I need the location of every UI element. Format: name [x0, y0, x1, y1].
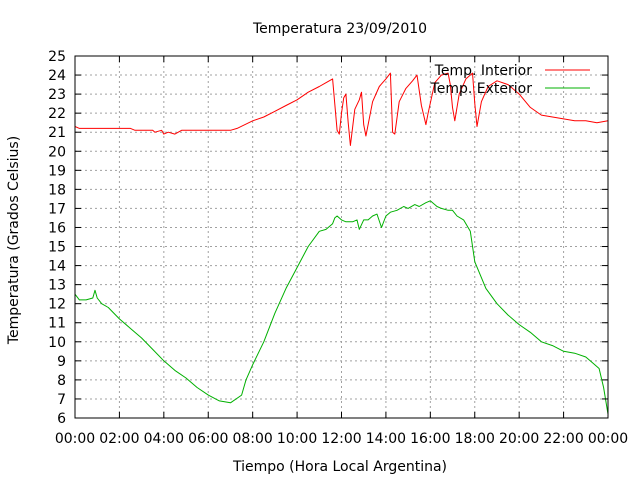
series-lines	[74, 72, 609, 415]
y-tick-label: 20	[48, 144, 66, 160]
y-tick-label: 10	[48, 335, 66, 351]
x-tick-label: 20:00	[499, 431, 539, 447]
y-tick-label: 22	[48, 106, 66, 122]
axis-ticks: 6 7 8 9 10 11 12 13 14 15 16 17 18 19 20 21 22 23 24 25 00:0…	[48, 49, 628, 447]
series-line-interior	[74, 72, 609, 146]
y-tick-label: 12	[48, 297, 66, 313]
legend-label-exterior: Temp. Exterior	[430, 81, 533, 97]
y-tick-label: 14	[48, 259, 66, 275]
y-tick-label: 11	[48, 316, 66, 332]
y-tick-label: 25	[48, 49, 66, 65]
y-tick-label: 9	[57, 354, 66, 370]
x-tick-label: 06:00	[188, 431, 228, 447]
x-tick-label: 12:00	[321, 431, 361, 447]
legend-label-interior: Temp. Interior	[434, 63, 533, 79]
series-line-exterior	[74, 200, 609, 415]
x-tick-label: 22:00	[543, 431, 583, 447]
y-tick-label: 7	[57, 392, 66, 408]
x-tick-label: 00:00	[588, 431, 628, 447]
x-tick-label: 10:00	[277, 431, 317, 447]
x-tick-label: 00:00	[55, 431, 95, 447]
x-tick-label: 18:00	[455, 431, 495, 447]
y-tick-label: 13	[48, 278, 66, 294]
x-tick-label: 02:00	[99, 431, 139, 447]
y-tick-label: 23	[48, 87, 66, 103]
y-tick-label: 19	[48, 163, 66, 179]
x-tick-label: 16:00	[410, 431, 450, 447]
y-tick-label: 16	[48, 220, 66, 236]
x-tick-label: 14:00	[366, 431, 406, 447]
y-tick-label: 18	[48, 182, 66, 198]
legend: Temp. Interior Temp. Exterior	[430, 63, 590, 97]
y-tick-label: 15	[48, 240, 66, 256]
y-tick-label: 6	[57, 411, 66, 427]
chart-title: Temperatura 23/09/2010	[252, 21, 427, 37]
x-tick-label: 04:00	[144, 431, 184, 447]
x-axis-label: Tiempo (Hora Local Argentina)	[232, 459, 447, 475]
y-tick-label: 24	[48, 68, 66, 84]
x-tick-label: 08:00	[232, 431, 272, 447]
y-tick-label: 8	[57, 373, 66, 389]
y-tick-label: 21	[48, 125, 66, 141]
y-tick-label: 17	[48, 201, 66, 217]
y-axis-label: Temperatura (Grados Celsius)	[6, 136, 22, 345]
